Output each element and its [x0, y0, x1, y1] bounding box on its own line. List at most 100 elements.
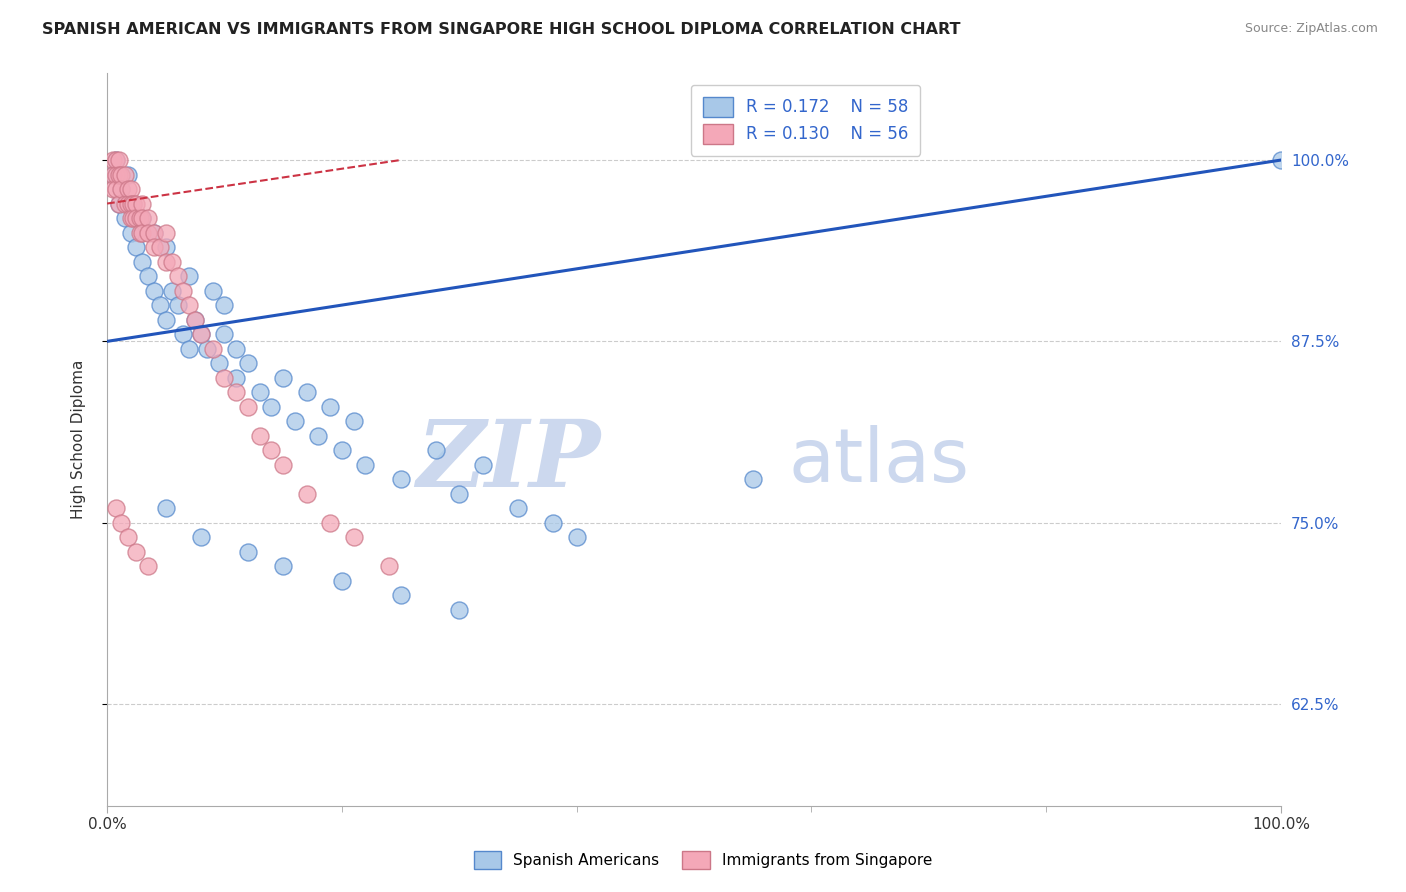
Point	[105, 182, 128, 196]
Point	[129, 226, 152, 240]
Point	[101, 168, 124, 182]
Point	[184, 312, 207, 326]
Point	[449, 486, 471, 500]
Point	[330, 443, 353, 458]
Point	[236, 545, 259, 559]
Point	[120, 211, 142, 225]
Text: SPANISH AMERICAN VS IMMIGRANTS FROM SINGAPORE HIGH SCHOOL DIPLOMA CORRELATION CH: SPANISH AMERICAN VS IMMIGRANTS FROM SING…	[42, 22, 960, 37]
Point	[114, 211, 136, 225]
Point	[110, 182, 132, 196]
Point	[131, 226, 153, 240]
Point	[284, 414, 307, 428]
Point	[125, 240, 148, 254]
Point	[425, 443, 447, 458]
Point	[319, 400, 342, 414]
Point	[207, 356, 229, 370]
Point	[179, 298, 201, 312]
Point	[131, 211, 153, 225]
Point	[160, 254, 183, 268]
Point	[155, 312, 177, 326]
Point	[143, 226, 166, 240]
Point	[160, 284, 183, 298]
Point	[506, 501, 529, 516]
Point	[117, 182, 139, 196]
Point	[195, 342, 218, 356]
Point	[155, 240, 177, 254]
Point	[136, 269, 159, 284]
Legend: Spanish Americans, Immigrants from Singapore: Spanish Americans, Immigrants from Singa…	[463, 840, 943, 880]
Point	[149, 298, 172, 312]
Point	[155, 226, 177, 240]
Text: Source: ZipAtlas.com: Source: ZipAtlas.com	[1244, 22, 1378, 36]
Point	[249, 385, 271, 400]
Point	[190, 530, 212, 544]
Point	[166, 298, 188, 312]
Point	[214, 370, 236, 384]
Point	[201, 284, 224, 298]
Point	[541, 516, 564, 530]
Point	[249, 428, 271, 442]
Point	[343, 530, 366, 544]
Point	[225, 342, 247, 356]
Point	[295, 385, 318, 400]
Point	[101, 153, 124, 167]
Point	[110, 516, 132, 530]
Point	[143, 284, 166, 298]
Point	[236, 356, 259, 370]
Point	[108, 153, 131, 167]
Point	[307, 428, 329, 442]
Point	[343, 414, 366, 428]
Point	[260, 443, 283, 458]
Point	[136, 559, 159, 574]
Point	[225, 385, 247, 400]
Point	[319, 516, 342, 530]
Point	[125, 196, 148, 211]
Point	[105, 153, 128, 167]
Point	[114, 168, 136, 182]
Point	[125, 545, 148, 559]
Point	[114, 196, 136, 211]
Y-axis label: High School Diploma: High School Diploma	[72, 359, 86, 519]
Point	[122, 196, 145, 211]
Point	[117, 196, 139, 211]
Point	[236, 400, 259, 414]
Point	[190, 327, 212, 342]
Point	[120, 182, 142, 196]
Point	[110, 182, 132, 196]
Point	[131, 196, 153, 211]
Point	[117, 530, 139, 544]
Point	[149, 240, 172, 254]
Point	[105, 501, 128, 516]
Point	[389, 588, 412, 602]
Point	[271, 370, 294, 384]
Point	[1270, 153, 1292, 167]
Point	[143, 240, 166, 254]
Point	[120, 196, 142, 211]
Point	[108, 196, 131, 211]
Point	[105, 153, 128, 167]
Point	[129, 211, 152, 225]
Point	[330, 574, 353, 588]
Point	[101, 182, 124, 196]
Point	[179, 342, 201, 356]
Point	[190, 327, 212, 342]
Point	[136, 226, 159, 240]
Point	[271, 458, 294, 472]
Point	[271, 559, 294, 574]
Point	[108, 196, 131, 211]
Point	[166, 269, 188, 284]
Point	[449, 603, 471, 617]
Point	[295, 486, 318, 500]
Point	[378, 559, 401, 574]
Point	[117, 168, 139, 182]
Point	[105, 168, 128, 182]
Point	[136, 211, 159, 225]
Point	[741, 472, 763, 486]
Point	[125, 211, 148, 225]
Point	[471, 458, 494, 472]
Point	[354, 458, 377, 472]
Point	[108, 168, 131, 182]
Point	[389, 472, 412, 486]
Point	[131, 254, 153, 268]
Text: ZIP: ZIP	[416, 417, 600, 507]
